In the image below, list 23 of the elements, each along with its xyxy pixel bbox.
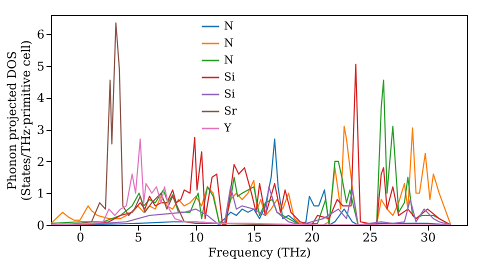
x-tick-label: 20 xyxy=(304,230,320,244)
y-axis-title: Phonon projected DOS (States/THz·primitive cell) xyxy=(4,40,33,201)
y-tick-label: 3 xyxy=(36,123,44,138)
legend-label: Si xyxy=(224,70,236,84)
x-tick-label: 10 xyxy=(188,230,204,244)
legend-label: N xyxy=(224,36,234,50)
legend-label: Sr xyxy=(224,104,238,118)
legend-label: Y xyxy=(223,122,232,134)
y-tick-label: 2 xyxy=(36,154,44,169)
y-tick-label: 5 xyxy=(36,59,44,74)
legend-label: N xyxy=(224,54,234,66)
y-tick-label: 6 xyxy=(36,28,44,42)
x-tick-label: 25 xyxy=(362,230,378,244)
y-tick-label: 0 xyxy=(36,218,44,232)
x-tick-label: 0 xyxy=(76,230,84,244)
y-tick-label: 1 xyxy=(36,186,44,201)
x-tick-label: 5 xyxy=(134,230,142,244)
legend-label: Si xyxy=(224,88,236,100)
x-tick-label: 15 xyxy=(246,230,262,244)
x-axis-title: Frequency (THz) xyxy=(208,246,311,260)
x-tick-label: 30 xyxy=(420,230,436,244)
y-tick-label: 4 xyxy=(36,91,45,106)
legend-label: N xyxy=(224,20,234,32)
